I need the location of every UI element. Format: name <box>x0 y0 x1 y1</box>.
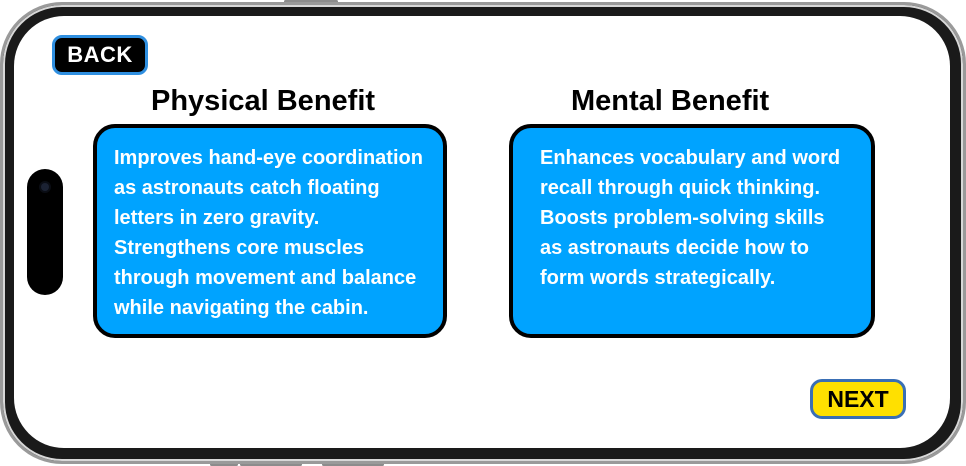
physical-benefit-title: Physical Benefit <box>151 85 376 117</box>
mental-benefit-line: Boosts problem-solving skills <box>540 207 825 229</box>
mental-benefit-line: form words strategically. <box>540 267 776 289</box>
physical-benefit-line: Improves hand-eye coordination <box>114 147 423 169</box>
mental-benefit-line: recall through quick thinking. <box>540 177 821 199</box>
camera-lens-icon <box>41 183 49 191</box>
next-button[interactable]: NEXT <box>810 379 906 419</box>
phone-bottom-button-1 <box>210 463 238 466</box>
mental-benefit-card: Enhances vocabulary and word recall thro… <box>509 124 875 338</box>
phone-bottom-button-3 <box>322 463 384 466</box>
back-button[interactable]: BACK <box>52 35 148 75</box>
physical-benefit-line: as astronauts catch floating <box>114 177 380 199</box>
phone-bottom-button-2 <box>240 463 302 466</box>
physical-benefit-card: Improves hand-eye coordination as astron… <box>93 124 447 338</box>
physical-benefit-line: through movement and balance <box>114 267 417 289</box>
mental-benefit-line: Enhances vocabulary and word <box>540 147 841 169</box>
mental-benefit-title: Mental Benefit <box>571 85 770 117</box>
phone-top-button-left <box>284 0 338 3</box>
physical-benefit-line: letters in zero gravity. <box>114 207 320 229</box>
camera-island <box>27 169 63 295</box>
mental-benefit-line: as astronauts decide how to <box>540 237 809 259</box>
physical-benefit-line: while navigating the cabin. <box>114 297 369 319</box>
physical-benefit-line: Strengthens core muscles <box>114 237 365 259</box>
